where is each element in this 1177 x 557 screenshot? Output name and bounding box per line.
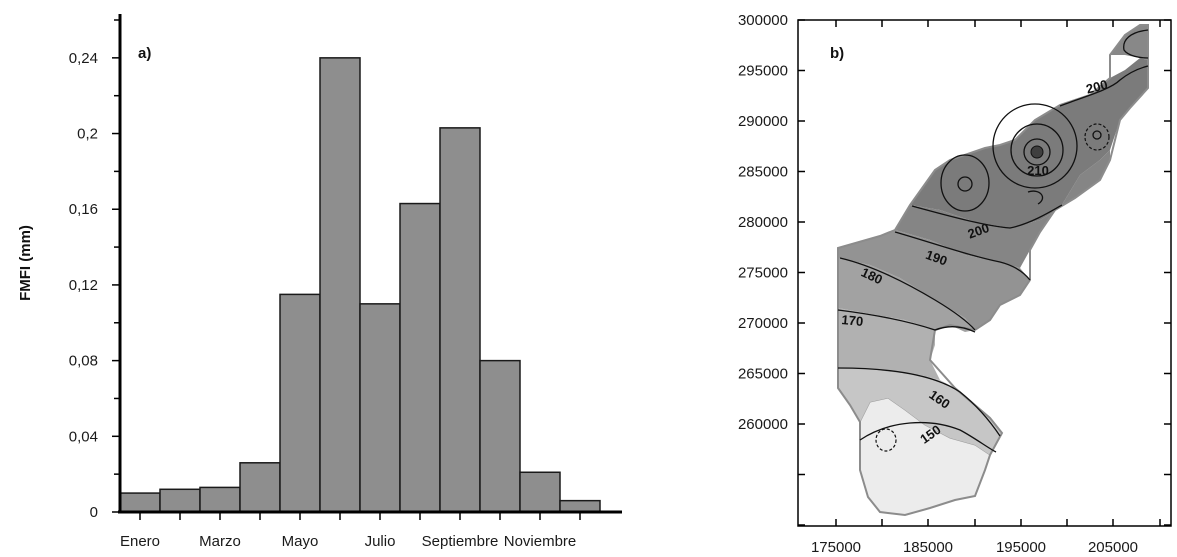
bar-marzo [199,486,241,513]
contour-label: 170 [841,312,864,329]
map-x-tick-label: 175000 [811,539,861,556]
map-y-tick-label: 295000 [738,63,788,80]
x-tick-label: Mayo [282,533,319,550]
contour-label: 200 [966,220,992,242]
contour-160 [837,367,1001,437]
contour-170 [837,309,976,333]
contour-top-arc [1123,29,1149,59]
y-tick-label: 0 [90,504,98,521]
y-axis-ticks: 0 0,04 0,08 0,12 0,16 0,2 0,24 [69,19,120,521]
bars-group [119,57,601,513]
bar-chart-panel: 0 0,04 0,08 0,12 0,16 0,2 0,24 Enero Marzo Mayo J… [17,14,622,550]
low-contour-south [875,428,897,452]
x-tick-label: Noviembre [504,533,577,550]
low-contour-east-inner [1092,130,1102,140]
y-tick-label: 0,08 [69,353,98,370]
map-y-tick-label: 260000 [738,416,788,433]
map-x-axis-ticks: 175000 185000 195000 205000 [811,20,1161,556]
bar-octubre [479,359,521,513]
bar-agosto [399,202,441,513]
map-y-tick-label: 280000 [738,214,788,231]
contour-150 [859,422,997,453]
y-tick-label: 0,2 [77,126,98,143]
map-y-axis-ticks: 300000 295000 290000 285000 280000 275000 2700… [738,12,1171,526]
contour-label: 200 [1084,77,1109,97]
bar-febrero [159,488,201,513]
map-y-tick-label: 285000 [738,164,788,181]
map-y-tick-label: 275000 [738,265,788,282]
x-tick-label: Septiembre [422,533,499,550]
y-axis-title: FMFI (mm) [17,225,34,301]
peak-contour-west-outer [940,154,990,212]
contour-200-south [911,204,1063,229]
y-tick-label: 0,24 [69,50,98,67]
map-x-tick-label: 205000 [1088,539,1138,556]
y-tick-label: 0,04 [69,428,98,445]
x-axis-ticks: Enero Marzo Mayo Julio Septiembre Noviembre [120,512,581,550]
bar-septiembre [439,127,481,513]
region-above-200 [910,58,1148,228]
bar-junio [319,57,361,513]
bar-noviembre [519,471,561,513]
map-x-tick-label: 185000 [903,539,953,556]
contour-200-north [1059,65,1149,107]
bar-julio [359,303,401,513]
bar-abril [239,462,281,513]
contour-label: 190 [924,247,950,269]
bar-diciembre [559,499,601,513]
peak-contour-central-outer [992,103,1078,189]
contour-label: 210 [1027,163,1049,178]
contour-190 [894,231,1031,281]
region-190-200 [895,150,1110,268]
map-y-tick-label: 265000 [738,366,788,383]
peak-core-central [1030,145,1044,159]
region-160-170 [838,308,940,380]
x-tick-label: Enero [120,533,160,550]
region-top-cap [1110,25,1148,60]
peak-contour-central-mid [1010,123,1064,177]
y-tick-label: 0,16 [69,201,98,218]
panel-label-a: a) [138,45,151,62]
peak-contour-central-inner [1023,138,1051,166]
contour-small-bump [1027,190,1044,205]
region-150-160 [838,368,1002,455]
low-contour-east [1084,123,1110,151]
peak-contour-west-inner [957,176,973,192]
panel-label-b: b) [830,45,844,62]
region-170-180 [838,258,975,332]
map-y-tick-label: 270000 [738,315,788,332]
map-x-tick-label: 195000 [996,539,1046,556]
region-180-190 [838,230,1030,330]
x-tick-label: Julio [365,533,396,550]
bar-enero [119,492,161,513]
x-tick-label: Marzo [199,533,241,550]
contour-180 [839,257,976,331]
y-tick-label: 0,12 [69,277,98,294]
bar-mayo [279,293,321,513]
map-y-tick-label: 290000 [738,113,788,130]
map-y-tick-label: 300000 [738,12,788,29]
catchment-boundary [837,24,1149,517]
